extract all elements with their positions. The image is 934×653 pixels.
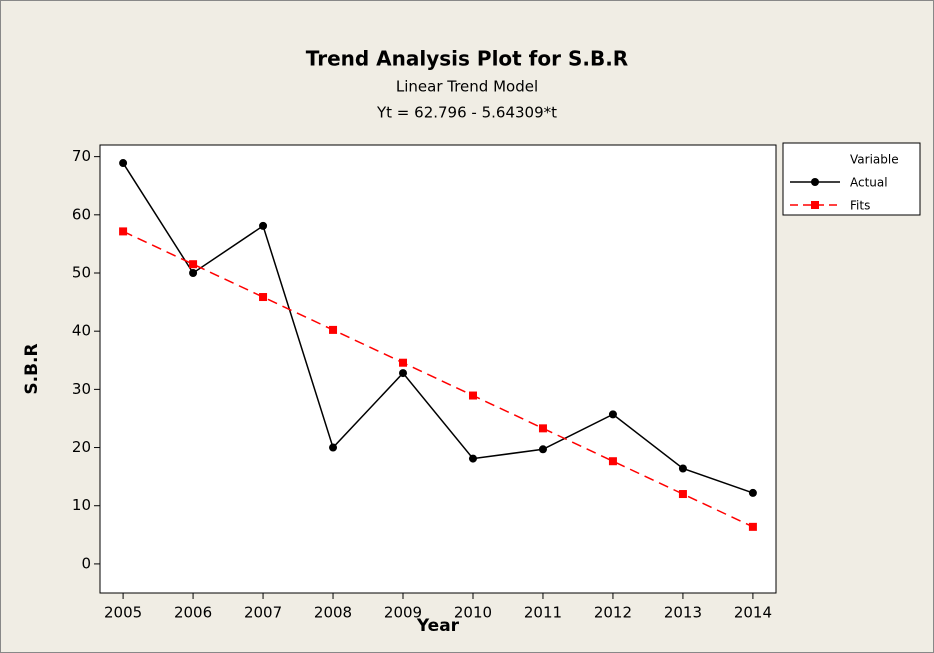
point (259, 293, 268, 302)
x-tick-label: 2009 (384, 604, 422, 622)
legend-box (782, 142, 921, 216)
point (468, 454, 477, 463)
point (119, 227, 128, 236)
point (329, 443, 338, 452)
x-tick-label: 2006 (174, 604, 212, 622)
legend-label: Actual (850, 176, 888, 190)
series-line (122, 162, 754, 494)
x-tick-label: 2013 (664, 604, 702, 622)
x-tick-label: 2012 (594, 604, 632, 622)
y-tick-label: 30 (72, 380, 91, 398)
legend-label: Fits (850, 199, 870, 213)
y-axis-label: S.B.R (22, 343, 42, 394)
x-tick-label: 2011 (524, 604, 562, 622)
equation: Yt = 62.796 - 5.64309*t (376, 104, 557, 122)
y-tick-label: 20 (72, 438, 91, 456)
plot-area (99, 144, 777, 594)
x-tick-label: 2005 (104, 604, 142, 622)
y-tick-label: 50 (72, 264, 91, 282)
point (189, 260, 198, 269)
chart-title: Trend Analysis Plot for S.B.R (306, 47, 628, 71)
point (748, 488, 757, 497)
y-tick-label: 60 (72, 205, 91, 223)
point (119, 159, 128, 168)
point (538, 424, 547, 433)
point (189, 269, 198, 277)
x-tick-label: 2008 (314, 604, 352, 622)
point (399, 358, 408, 367)
x-tick-label: 2014 (734, 604, 772, 622)
legend-title: Variable (850, 153, 899, 167)
series-line (122, 230, 754, 528)
point (608, 410, 617, 419)
y-tick-label: 70 (72, 147, 91, 165)
x-axis-label: Year (416, 616, 460, 636)
legend-marker (811, 201, 819, 209)
point (608, 457, 617, 466)
point (259, 221, 268, 230)
point (538, 445, 547, 454)
legend-marker (811, 178, 819, 186)
x-tick-label: 2010 (454, 604, 492, 622)
point (678, 490, 687, 499)
point (329, 325, 338, 334)
y-tick-label: 10 (72, 496, 91, 514)
point (399, 369, 408, 378)
y-tick-label: 0 (81, 554, 91, 572)
point (748, 522, 757, 531)
point (678, 464, 687, 473)
y-tick-label: 40 (72, 322, 91, 340)
x-tick-label: 2007 (244, 604, 282, 622)
chart-subtitle: Linear Trend Model (396, 78, 538, 96)
point (468, 391, 477, 400)
